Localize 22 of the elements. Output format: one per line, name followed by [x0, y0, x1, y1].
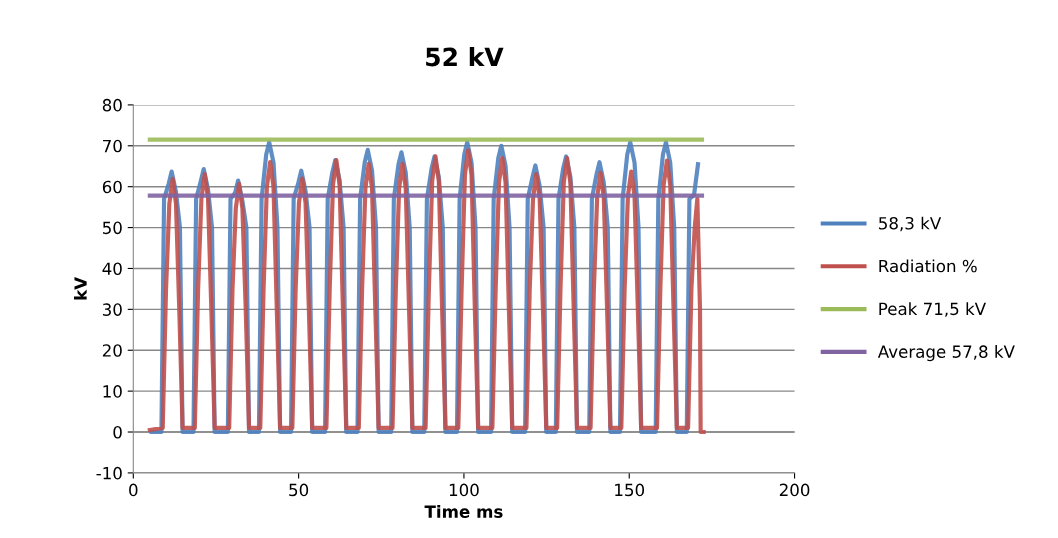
y-tick-label: 10	[103, 385, 122, 398]
x-tick-label: 0	[129, 483, 138, 497]
legend-label: Peak 71,5 kV	[879, 302, 986, 317]
x-tick-label: 150	[615, 483, 645, 497]
legend-label: 58,3 kV	[879, 216, 942, 232]
y-tick-label: 80	[102, 98, 122, 112]
y-axis-title: kV	[73, 277, 87, 300]
y-tick-label: 50	[102, 221, 122, 235]
x-axis-title: Time ms	[424, 505, 503, 518]
legend-label: Radiation %	[879, 259, 977, 273]
y-tick-label: -10	[96, 466, 122, 480]
y-tick-label: 0	[113, 425, 122, 439]
y-tick-label: 20	[102, 344, 122, 357]
x-tick-label: 50	[289, 483, 309, 497]
y-tick-label: 30	[102, 303, 122, 316]
y-tick-label: 40	[102, 262, 122, 276]
y-tick-label: 70	[103, 139, 122, 153]
x-tick-label: 100	[449, 483, 479, 497]
y-tick-label: 60	[102, 180, 122, 194]
x-tick-label: 200	[779, 483, 810, 497]
chart-title: 52 kV	[426, 47, 504, 67]
legend-label: Average 57,8 kV	[877, 345, 1015, 362]
